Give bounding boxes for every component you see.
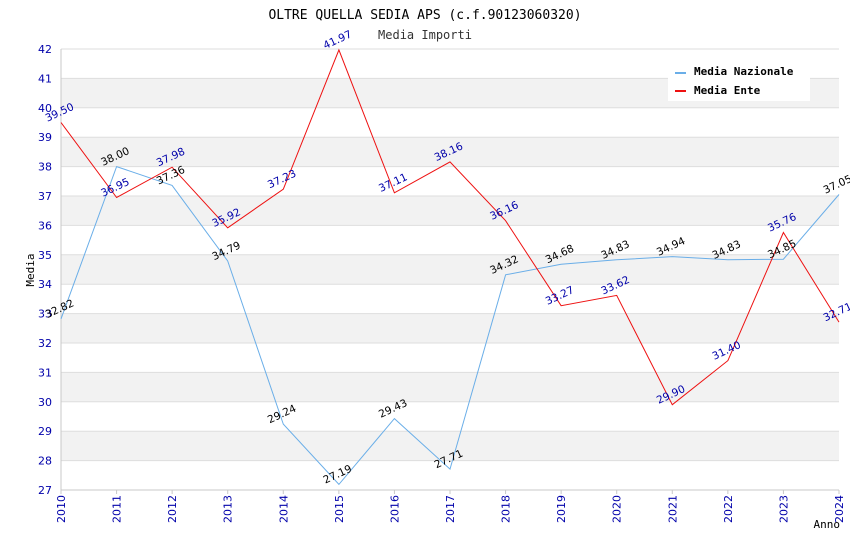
data-label-media-ente: 41.97: [321, 28, 353, 52]
x-tick-label: 2024: [833, 495, 846, 523]
legend: Media Nazionale Media Ente: [668, 60, 810, 101]
y-tick-label: 29: [38, 425, 52, 438]
y-tick-label: 42: [38, 43, 52, 56]
y-tick-label: 27: [38, 484, 52, 497]
x-tick-label: 2017: [444, 495, 457, 523]
legend-label-nazionale: Media Nazionale: [694, 65, 794, 78]
x-tick-label: 2014: [277, 495, 290, 523]
chart-subtitle: Media Importi: [378, 28, 472, 42]
x-tick-label: 2013: [222, 495, 235, 523]
y-tick-label: 35: [38, 249, 52, 262]
x-tick-label: 2022: [722, 495, 735, 523]
y-tick-label: 34: [38, 278, 52, 291]
y-tick-label: 28: [38, 455, 52, 468]
data-label-media-ente: 37.23: [266, 168, 298, 192]
x-tick-label: 2018: [500, 495, 513, 523]
x-tick-label: 2021: [666, 495, 679, 523]
x-tick-label: 2019: [555, 495, 568, 523]
x-axis-ticks: 2010 2011 2012 2013 2014 2015 2016 2017 2018 2019…: [55, 490, 846, 523]
series-lines: [60, 48, 840, 486]
y-axis-ticks: 27 28 29 30 31 32 33 34 35 36 37 38 39 40 41 42: [38, 43, 52, 497]
x-tick-label: 2016: [388, 495, 401, 523]
y-tick-label: 33: [38, 308, 52, 321]
y-tick-label: 39: [38, 131, 52, 144]
grid-bands: [61, 78, 839, 461]
series-line-media-nazionale: [60, 165, 840, 486]
x-tick-label: 2010: [55, 495, 68, 523]
grid-band: [61, 313, 839, 343]
y-tick-label: 36: [38, 219, 52, 232]
y-tick-label: 37: [38, 190, 52, 203]
legend-box: [668, 60, 810, 101]
x-tick-label: 2012: [166, 495, 179, 523]
data-label-media-ente: 37.11: [377, 171, 409, 195]
y-tick-label: 38: [38, 161, 52, 174]
y-tick-label: 31: [38, 366, 52, 379]
y-tick-label: 30: [38, 396, 52, 409]
y-tick-label: 41: [38, 72, 52, 85]
y-tick-label: 40: [38, 102, 52, 115]
grid-band: [61, 254, 839, 285]
chart-title: OLTRE QUELLA SEDIA APS (c.f.90123060320): [268, 8, 581, 23]
grid-band: [61, 431, 839, 461]
data-label-media-nazionale: 37.05: [822, 173, 850, 197]
y-axis-label: Media: [24, 253, 37, 286]
x-tick-label: 2020: [611, 495, 624, 523]
series-line-media-ente: [60, 48, 840, 406]
data-label-media-nazionale: 29.24: [266, 402, 299, 426]
grid-band: [61, 196, 839, 226]
x-axis-label: Anno: [814, 518, 841, 531]
y-tick-label: 32: [38, 337, 52, 350]
grid-band: [61, 372, 839, 402]
x-tick-label: 2023: [777, 495, 790, 523]
x-tick-label: 2015: [333, 495, 346, 523]
x-tick-label: 2011: [111, 495, 124, 523]
legend-label-ente: Media Ente: [694, 84, 761, 97]
